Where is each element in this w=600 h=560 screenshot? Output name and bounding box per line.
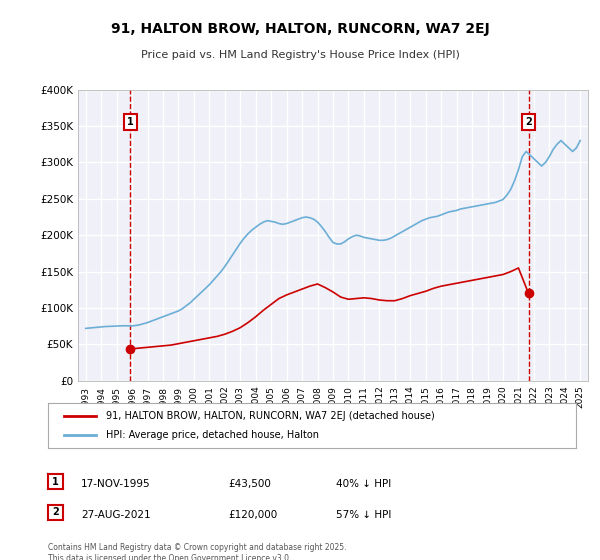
Text: 40% ↓ HPI: 40% ↓ HPI (336, 479, 391, 489)
Text: 17-NOV-1995: 17-NOV-1995 (81, 479, 151, 489)
Text: £120,000: £120,000 (228, 510, 277, 520)
Text: 1: 1 (52, 477, 59, 487)
Text: 27-AUG-2021: 27-AUG-2021 (81, 510, 151, 520)
Text: 2: 2 (525, 118, 532, 127)
Text: 1: 1 (127, 118, 134, 127)
Text: 91, HALTON BROW, HALTON, RUNCORN, WA7 2EJ: 91, HALTON BROW, HALTON, RUNCORN, WA7 2E… (110, 22, 490, 36)
Text: 2: 2 (52, 507, 59, 517)
Text: Price paid vs. HM Land Registry's House Price Index (HPI): Price paid vs. HM Land Registry's House … (140, 50, 460, 60)
Text: Contains HM Land Registry data © Crown copyright and database right 2025.
This d: Contains HM Land Registry data © Crown c… (48, 543, 347, 560)
Text: £43,500: £43,500 (228, 479, 271, 489)
Text: 91, HALTON BROW, HALTON, RUNCORN, WA7 2EJ (detached house): 91, HALTON BROW, HALTON, RUNCORN, WA7 2E… (106, 410, 435, 421)
Text: HPI: Average price, detached house, Halton: HPI: Average price, detached house, Halt… (106, 431, 319, 441)
Text: 57% ↓ HPI: 57% ↓ HPI (336, 510, 391, 520)
